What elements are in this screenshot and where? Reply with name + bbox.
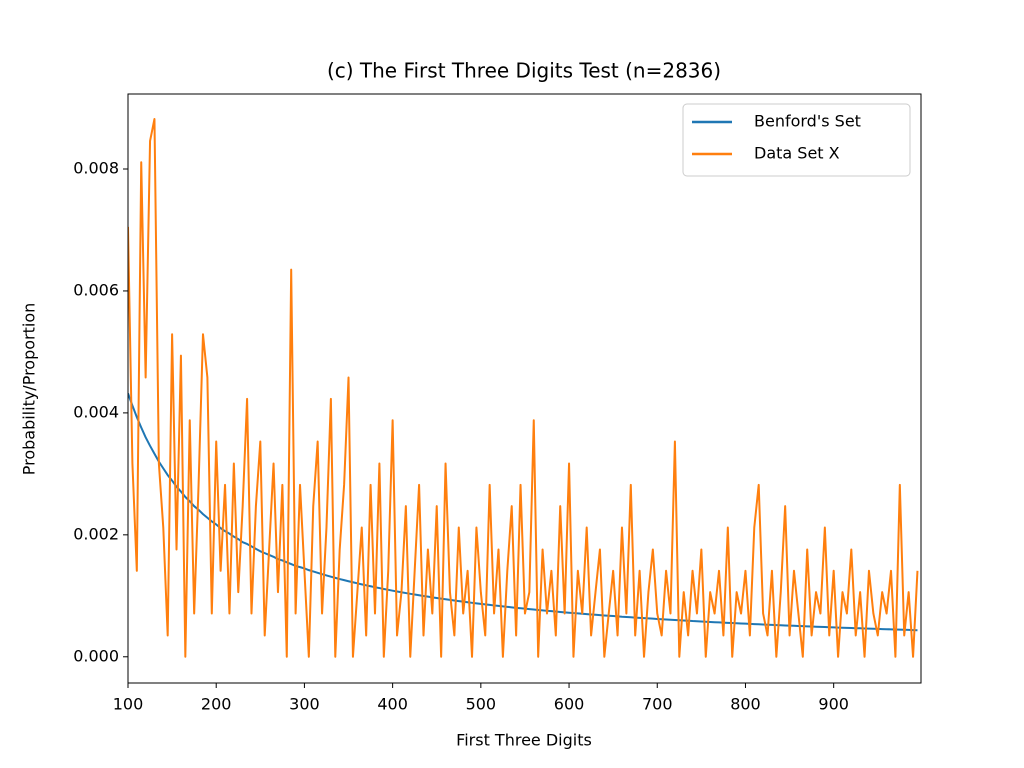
y-axis-label: Probability/Proportion: [20, 303, 39, 476]
x-tick-label: 800: [730, 695, 761, 714]
y-tick-label: 0.000: [73, 646, 119, 665]
x-tick-label: 200: [201, 695, 232, 714]
x-tick-label: 100: [113, 695, 144, 714]
x-tick-label: 400: [377, 695, 408, 714]
chart-title: (c) The First Three Digits Test (n=2836): [327, 59, 721, 83]
plot-frame: [127, 93, 922, 684]
series-line: [128, 393, 918, 632]
legend-label: Data Set X: [754, 144, 840, 163]
legend-box: [682, 103, 911, 177]
x-axis-label: First Three Digits: [456, 731, 592, 750]
series-line: [128, 118, 919, 658]
x-tick-label: 500: [466, 695, 497, 714]
y-tick-label: 0.006: [73, 280, 119, 299]
y-tick-label: 0.004: [73, 402, 119, 421]
y-tick-label: 0.002: [73, 524, 119, 543]
legend-label: Benford's Set: [754, 112, 861, 131]
y-tick-label: 0.008: [73, 158, 119, 177]
x-tick-label: 600: [554, 695, 585, 714]
x-tick-label: 700: [642, 695, 673, 714]
x-tick-label: 900: [818, 695, 849, 714]
x-tick-label: 300: [289, 695, 320, 714]
